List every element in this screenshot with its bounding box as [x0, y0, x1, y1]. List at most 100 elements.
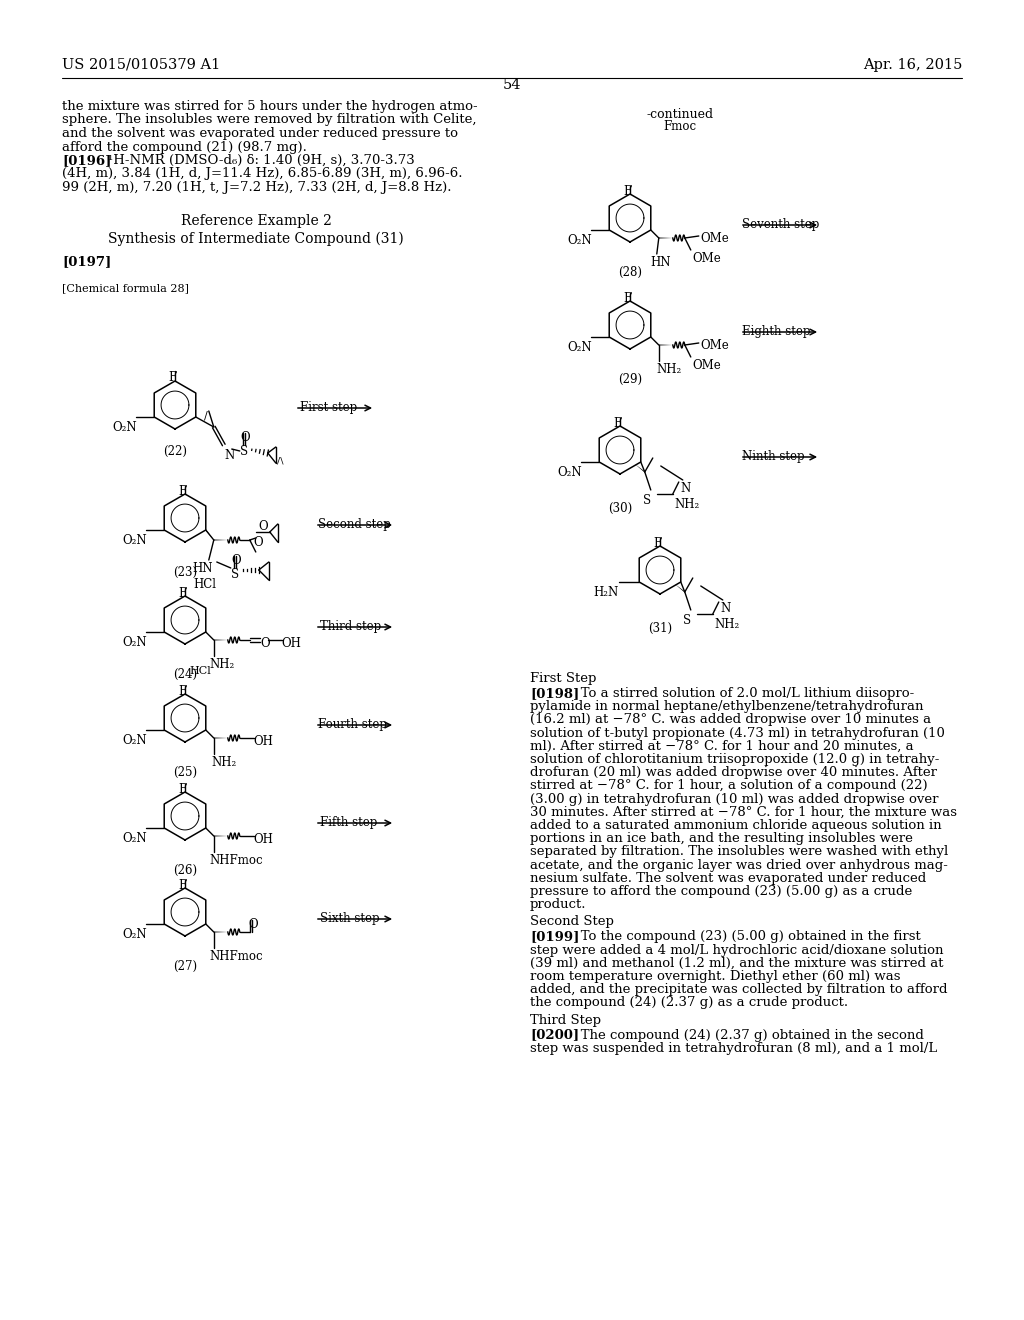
Text: /: / [204, 411, 208, 420]
Text: O₂N: O₂N [567, 341, 592, 354]
Text: O: O [241, 432, 251, 444]
Polygon shape [635, 465, 645, 473]
Text: OH: OH [282, 638, 302, 649]
Text: F: F [623, 185, 631, 198]
Text: Reference Example 2: Reference Example 2 [180, 214, 332, 228]
Text: HN: HN [651, 256, 672, 269]
Text: [0196]: [0196] [62, 154, 112, 168]
Text: O₂N: O₂N [122, 636, 146, 649]
Text: separated by filtration. The insolubles were washed with ethyl: separated by filtration. The insolubles … [530, 845, 948, 858]
Text: HCl: HCl [194, 578, 217, 591]
Text: (28): (28) [618, 267, 642, 279]
Text: 54: 54 [503, 78, 521, 92]
Text: (4H, m), 3.84 (1H, d, J=11.4 Hz), 6.85-6.89 (3H, m), 6.96-6.: (4H, m), 3.84 (1H, d, J=11.4 Hz), 6.85-6… [62, 168, 463, 181]
Text: Eighth step: Eighth step [742, 325, 811, 338]
Text: S: S [643, 494, 651, 507]
Text: F: F [178, 587, 186, 601]
Text: O: O [254, 536, 263, 549]
Text: ml). After stirred at −78° C. for 1 hour and 20 minutes, a: ml). After stirred at −78° C. for 1 hour… [530, 739, 913, 752]
Text: NH₂: NH₂ [210, 657, 236, 671]
Text: NHFmoc: NHFmoc [210, 854, 263, 867]
Text: O: O [249, 917, 258, 931]
Text: OMe: OMe [693, 359, 722, 372]
Text: NH₂: NH₂ [675, 498, 700, 511]
Text: (25): (25) [173, 766, 197, 779]
Text: room temperature overnight. Diethyl ether (60 ml) was: room temperature overnight. Diethyl ethe… [530, 970, 900, 983]
Text: (22): (22) [163, 445, 187, 458]
Text: Fifth step: Fifth step [319, 816, 378, 829]
Text: -continued: -continued [646, 108, 714, 121]
Text: (3.00 g) in tetrahydrofuran (10 ml) was added dropwise over: (3.00 g) in tetrahydrofuran (10 ml) was … [530, 792, 939, 805]
Text: First Step: First Step [530, 672, 596, 685]
Text: 99 (2H, m), 7.20 (1H, t, J=7.2 Hz), 7.33 (2H, d, J=8.8 Hz).: 99 (2H, m), 7.20 (1H, t, J=7.2 Hz), 7.33… [62, 181, 452, 194]
Text: The compound (24) (2.37 g) obtained in the second: The compound (24) (2.37 g) obtained in t… [568, 1028, 924, 1041]
Text: Third step: Third step [319, 620, 381, 634]
Text: O: O [261, 638, 270, 649]
Text: F: F [168, 371, 176, 384]
Polygon shape [206, 529, 214, 540]
Text: HCl: HCl [189, 667, 212, 676]
Text: F: F [178, 685, 186, 698]
Text: nesium sulfate. The solvent was evaporated under reduced: nesium sulfate. The solvent was evaporat… [530, 871, 927, 884]
Text: [Chemical formula 28]: [Chemical formula 28] [62, 282, 189, 293]
Text: Seventh step: Seventh step [742, 218, 819, 231]
Text: afford the compound (21) (98.7 mg).: afford the compound (21) (98.7 mg). [62, 140, 307, 153]
Text: solution of t-butyl propionate (4.73 ml) in tetrahydrofuran (10: solution of t-butyl propionate (4.73 ml)… [530, 726, 945, 739]
Text: solution of chlorotitanium triisopropoxide (12.0 g) in tetrahy-: solution of chlorotitanium triisopropoxi… [530, 752, 939, 766]
Text: H₂N: H₂N [593, 586, 618, 599]
Text: F: F [613, 417, 622, 430]
Text: Fmoc: Fmoc [664, 120, 696, 133]
Text: the mixture was stirred for 5 hours under the hydrogen atmo-: the mixture was stirred for 5 hours unde… [62, 100, 477, 114]
Text: F: F [178, 484, 186, 498]
Text: stirred at −78° C. for 1 hour, a solution of a compound (22): stirred at −78° C. for 1 hour, a solutio… [530, 779, 928, 792]
Text: portions in an ice bath, and the resulting insolubles were: portions in an ice bath, and the resulti… [530, 832, 912, 845]
Text: (26): (26) [173, 865, 197, 876]
Text: O₂N: O₂N [122, 734, 146, 747]
Text: pressure to afford the compound (23) (5.00 g) as a crude: pressure to afford the compound (23) (5.… [530, 884, 912, 898]
Text: [0198]: [0198] [530, 686, 580, 700]
Text: O: O [259, 520, 268, 533]
Text: [0197]: [0197] [62, 255, 112, 268]
Text: US 2015/0105379 A1: US 2015/0105379 A1 [62, 58, 220, 73]
Text: S: S [240, 445, 248, 458]
Text: step were added a 4 mol/L hydrochloric acid/dioxane solution: step were added a 4 mol/L hydrochloric a… [530, 944, 943, 957]
Text: To the compound (23) (5.00 g) obtained in the first: To the compound (23) (5.00 g) obtained i… [568, 931, 921, 944]
Text: O₂N: O₂N [122, 535, 146, 546]
Text: Second step: Second step [318, 517, 391, 531]
Text: step was suspended in tetrahydrofuran (8 ml), and a 1 mol/L: step was suspended in tetrahydrofuran (8… [530, 1041, 937, 1055]
Text: acetate, and the organic layer was dried over anhydrous mag-: acetate, and the organic layer was dried… [530, 858, 948, 871]
Text: the compound (24) (2.37 g) as a crude product.: the compound (24) (2.37 g) as a crude pr… [530, 997, 848, 1010]
Text: product.: product. [530, 898, 587, 911]
Text: NH₂: NH₂ [656, 363, 682, 376]
Text: (24): (24) [173, 668, 197, 681]
Text: Ninth step: Ninth step [742, 450, 805, 463]
Text: N: N [721, 602, 731, 615]
Text: 30 minutes. After stirred at −78° C. for 1 hour, the mixture was: 30 minutes. After stirred at −78° C. for… [530, 805, 957, 818]
Text: F: F [623, 292, 631, 305]
Text: ¹H-NMR (DMSO-d₆) δ: 1.40 (9H, s), 3.70-3.73: ¹H-NMR (DMSO-d₆) δ: 1.40 (9H, s), 3.70-3… [108, 154, 415, 168]
Text: /\: /\ [276, 457, 284, 466]
Text: N: N [681, 482, 691, 495]
Text: (31): (31) [648, 622, 672, 635]
Text: HN: HN [193, 562, 213, 576]
Text: OMe: OMe [700, 232, 729, 246]
Text: N: N [225, 449, 236, 462]
Text: NH₂: NH₂ [715, 618, 740, 631]
Text: added to a saturated ammonium chloride aqueous solution in: added to a saturated ammonium chloride a… [530, 818, 942, 832]
Text: [0199]: [0199] [530, 931, 580, 944]
Text: (29): (29) [617, 374, 642, 385]
Text: Synthesis of Intermediate Compound (31): Synthesis of Intermediate Compound (31) [109, 232, 403, 247]
Text: To a stirred solution of 2.0 mol/L lithium diisopro-: To a stirred solution of 2.0 mol/L lithi… [568, 686, 914, 700]
Text: NH₂: NH₂ [212, 756, 237, 770]
Text: pylamide in normal heptane/ethylbenzene/tetrahydrofuran: pylamide in normal heptane/ethylbenzene/… [530, 700, 924, 713]
Text: (23): (23) [173, 566, 197, 579]
Text: First step: First step [300, 401, 357, 414]
Text: [0200]: [0200] [530, 1028, 580, 1041]
Text: Second Step: Second Step [530, 915, 613, 928]
Text: OMe: OMe [700, 339, 729, 352]
Text: (16.2 ml) at −78° C. was added dropwise over 10 minutes a: (16.2 ml) at −78° C. was added dropwise … [530, 713, 931, 726]
Polygon shape [675, 583, 685, 593]
Text: Sixth step: Sixth step [319, 912, 380, 925]
Text: added, and the precipitate was collected by filtration to afford: added, and the precipitate was collected… [530, 983, 947, 997]
Text: (30): (30) [608, 502, 632, 515]
